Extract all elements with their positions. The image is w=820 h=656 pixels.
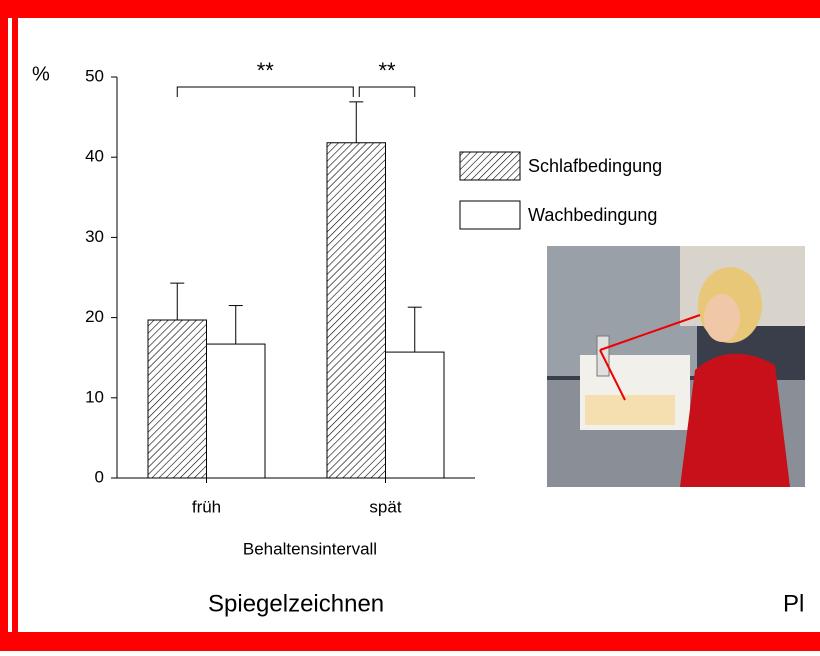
legend-swatch [459,200,521,230]
bar [385,351,445,479]
y-tick-label: 40 [85,147,104,166]
x-tick-label: früh [192,497,221,516]
bar [147,319,207,479]
y-tick-label: 0 [95,467,104,486]
frame-top [0,0,820,18]
cut-text: Pl [783,590,804,617]
frame-left [0,0,8,651]
photo [547,246,805,487]
significance-label: ** [378,58,396,83]
caption: Spiegelzeichnen [208,590,384,617]
bar [326,142,386,479]
legend-swatch [459,151,521,181]
frame-bottom [0,632,820,651]
legend-label: Wachbedingung [528,205,657,225]
legend-label: Schlafbedingung [528,156,662,176]
y-axis-label: % [32,63,50,85]
bar [206,343,266,479]
frame-left-inner [12,0,18,651]
y-tick-label: 30 [85,227,104,246]
y-tick-label: 50 [85,66,104,85]
y-tick-label: 20 [85,307,104,326]
x-tick-label: spät [369,497,401,516]
significance-bracket [358,86,416,97]
x-axis-label: Behaltensintervall [243,539,377,558]
y-tick-label: 10 [85,387,104,406]
significance-label: ** [257,58,275,83]
significance-bracket [176,86,354,97]
